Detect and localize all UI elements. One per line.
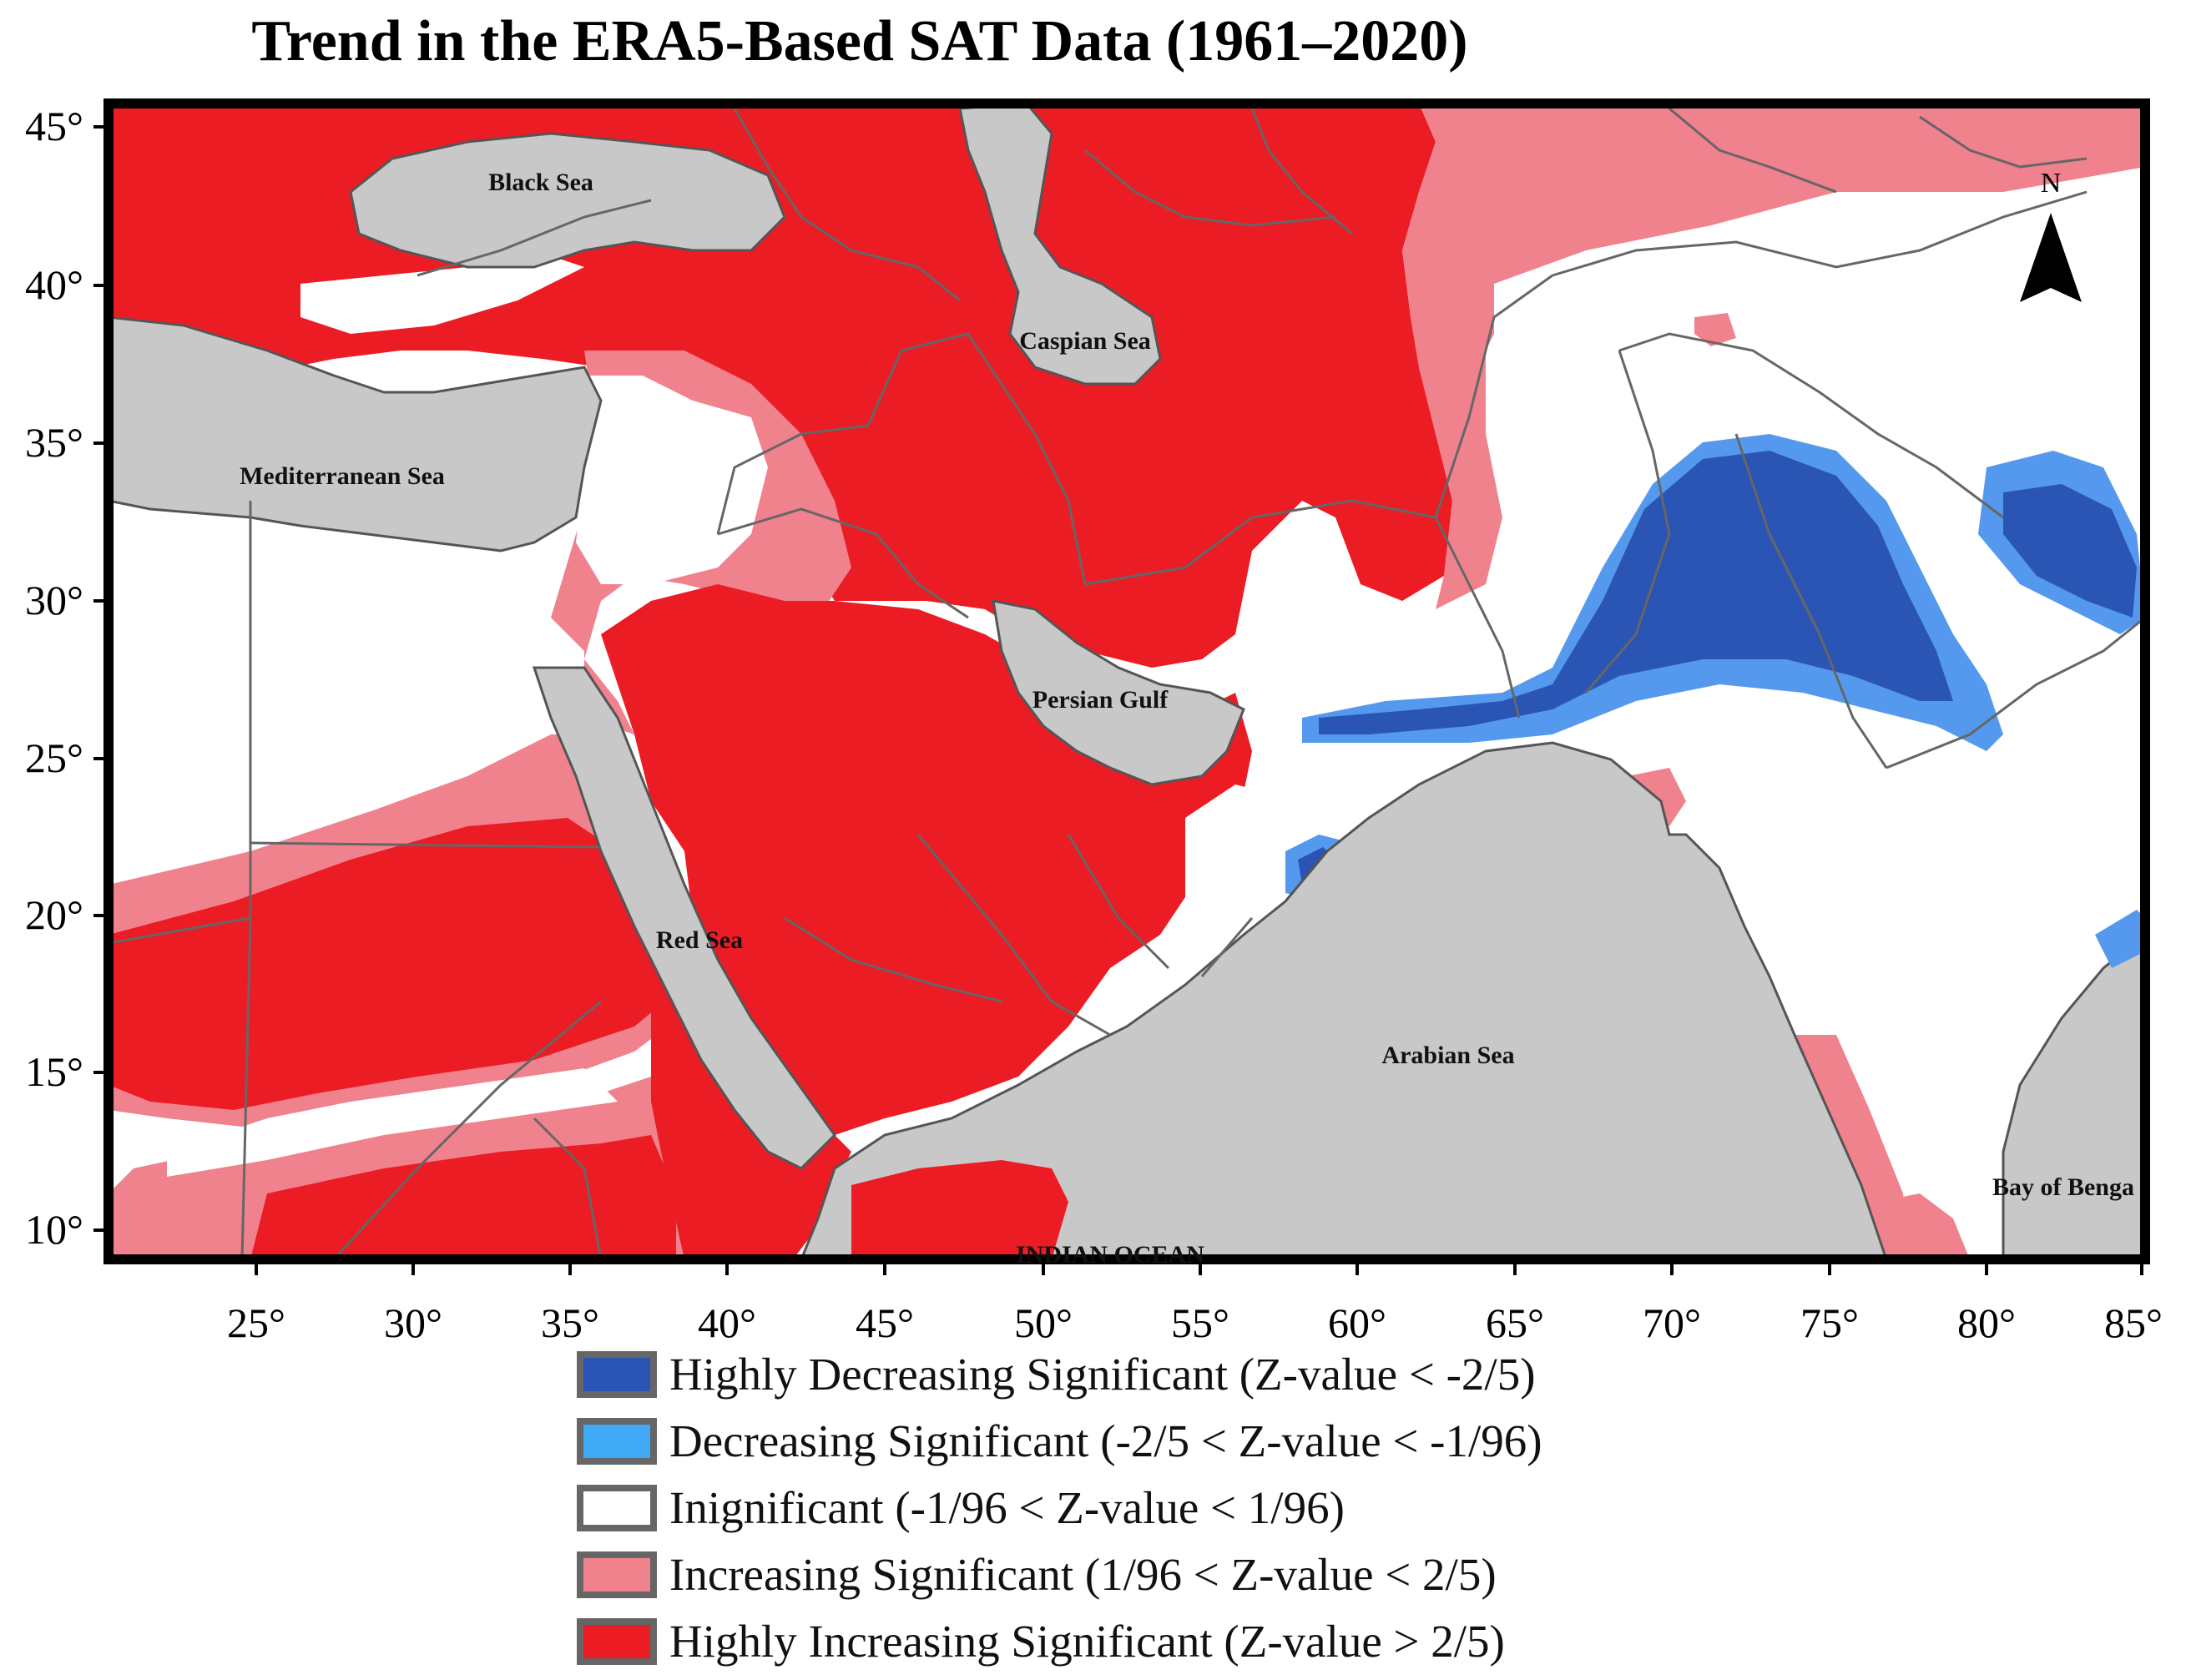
lat-tick-35: 35° xyxy=(25,419,83,466)
legend-item-increasing: Increasing Significant (1/96 < Z-value <… xyxy=(577,1549,1497,1600)
legend-label-decreasing: Decreasing Significant (-2/5 < Z-value <… xyxy=(669,1415,1542,1466)
label-bay-of-bengal: Bay of Benga xyxy=(1992,1173,2134,1201)
zone-insignificant-aegean xyxy=(300,250,584,334)
lat-tick-10: 10° xyxy=(25,1206,83,1253)
lon-tick-70: 70° xyxy=(1643,1299,1701,1346)
lon-tick-50: 50° xyxy=(1014,1299,1073,1346)
lon-tick-75: 75° xyxy=(1800,1299,1859,1346)
sea-black-sea xyxy=(349,132,786,269)
legend-swatch-highly-decreasing xyxy=(577,1351,657,1398)
label-red-sea: Red Sea xyxy=(656,926,743,954)
legend-label-highly-increasing: Highly Increasing Significant (Z-value >… xyxy=(669,1616,1505,1667)
zone-increasing-northeast xyxy=(1402,103,2145,609)
zone-insignificant-central-asia xyxy=(1494,184,2145,534)
legend-label-highly-decreasing: Highly Decreasing Significant (Z-value <… xyxy=(669,1349,1536,1400)
zone-decreasing-east-india xyxy=(2095,910,2145,968)
lat-tick-40: 40° xyxy=(25,261,83,308)
longitude-labels: 25° 30° 35° 40° 45° 50° 55° 60° 65° 70° … xyxy=(227,1299,2163,1346)
north-arrow: N xyxy=(2020,168,2082,302)
lon-tick-55: 55° xyxy=(1171,1299,1229,1346)
map-frame xyxy=(103,98,2150,1264)
sea-arabian-sea xyxy=(800,741,1888,1259)
zone-insignificant-levant xyxy=(576,376,768,584)
latitude-axis xyxy=(93,125,109,1232)
zone-increasing-india-tip xyxy=(1878,1193,1970,1259)
lon-tick-65: 65° xyxy=(1486,1299,1544,1346)
sea-red-sea xyxy=(532,666,836,1170)
legend-swatch-increasing xyxy=(577,1551,657,1598)
label-indian-ocean: INDIAN OCEAN xyxy=(1016,1241,1204,1269)
zone-insignificant-oman xyxy=(1068,785,1335,1060)
lat-tick-25: 25° xyxy=(25,734,83,781)
lat-tick-15: 15° xyxy=(25,1048,83,1095)
legend-item-insignificant: Inignificant (-1/96 < Z-value < 1/96) xyxy=(577,1482,1345,1533)
sea-labels: Black Sea Caspian Sea Mediterranean Sea … xyxy=(240,169,2134,1269)
legend-label-increasing: Increasing Significant (1/96 < Z-value <… xyxy=(669,1549,1497,1600)
map-title: Trend in the ERA5-Based SAT Data (1961–2… xyxy=(251,9,1467,73)
lon-tick-60: 60° xyxy=(1328,1299,1386,1346)
zone-highly-decreasing-himalaya xyxy=(2003,484,2137,618)
lon-tick-30: 30° xyxy=(384,1299,442,1346)
label-arabian-sea: Arabian Sea xyxy=(1381,1042,1514,1069)
zone-insignificant-africa-band xyxy=(167,1068,618,1177)
legend-swatch-insignificant xyxy=(577,1485,657,1531)
lon-tick-80: 80° xyxy=(1957,1299,2016,1346)
country-borders xyxy=(109,107,2145,1259)
lat-tick-20: 20° xyxy=(25,891,83,938)
zone-highly-decreasing-pakistan xyxy=(1319,451,1953,734)
sea-persian-gulf xyxy=(992,599,1245,786)
legend-swatch-highly-increasing xyxy=(577,1618,657,1665)
sea-bay-of-bengal xyxy=(2002,933,2145,1259)
latitude-labels: 45° 40° 35° 30° 25° 20° 15° 10° xyxy=(25,103,83,1253)
legend: Highly Decreasing Significant (Z-value <… xyxy=(577,1349,1542,1667)
legend-label-insignificant: Inignificant (-1/96 < Z-value < 1/96) xyxy=(669,1482,1345,1533)
label-persian-gulf: Persian Gulf xyxy=(1032,686,1169,714)
map-area xyxy=(109,103,2145,1259)
lon-tick-40: 40° xyxy=(698,1299,756,1346)
legend-item-highly-decreasing: Highly Decreasing Significant (Z-value <… xyxy=(577,1349,1536,1400)
lon-tick-35: 35° xyxy=(541,1299,599,1346)
zone-highly-increasing-sahel xyxy=(109,818,684,1110)
lat-tick-45: 45° xyxy=(25,103,83,149)
lat-tick-30: 30° xyxy=(25,577,83,623)
sea-mediterranean xyxy=(109,315,603,552)
legend-swatch-decreasing xyxy=(577,1418,657,1465)
zone-highly-increasing-somalia-coast xyxy=(851,1160,1068,1259)
north-arrow-label: N xyxy=(2041,168,2062,199)
label-caspian-sea: Caspian Sea xyxy=(1019,327,1151,355)
zone-increasing-small-patches xyxy=(1511,147,1736,346)
sea-caspian-sea xyxy=(958,103,1162,386)
lon-tick-25: 25° xyxy=(227,1299,285,1346)
lon-tick-45: 45° xyxy=(856,1299,914,1346)
legend-item-highly-increasing: Highly Increasing Significant (Z-value >… xyxy=(577,1616,1505,1667)
zone-highly-increasing-east-africa xyxy=(250,1135,676,1259)
label-mediterranean-sea: Mediterranean Sea xyxy=(240,462,445,490)
legend-item-decreasing: Decreasing Significant (-2/5 < Z-value <… xyxy=(577,1415,1542,1466)
label-black-sea: Black Sea xyxy=(488,169,593,196)
north-arrow-icon xyxy=(2020,213,2082,302)
longitude-axis xyxy=(255,1259,2143,1275)
zone-insignificant-africa-sahara xyxy=(109,526,534,851)
lon-tick-85: 85° xyxy=(2104,1299,2163,1346)
